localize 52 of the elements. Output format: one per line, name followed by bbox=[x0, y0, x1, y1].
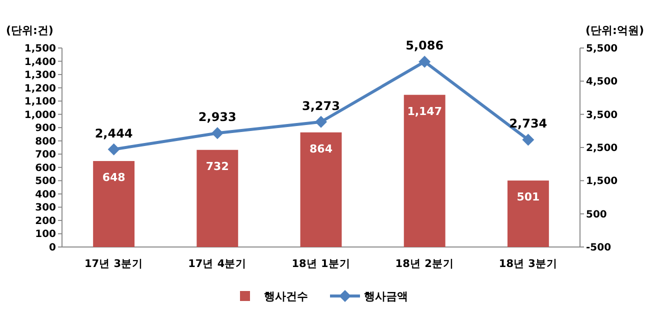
point bbox=[211, 127, 224, 140]
data-label: 2,734 bbox=[509, 116, 548, 131]
y-tick-label: 500 bbox=[35, 176, 56, 188]
data-label: 2,933 bbox=[198, 110, 236, 124]
y2-tick-label: 3,500 bbox=[586, 110, 618, 121]
bar bbox=[404, 94, 446, 247]
bar bbox=[93, 161, 135, 247]
point bbox=[522, 134, 534, 146]
x-tick-label: 17년 4분기 bbox=[188, 258, 247, 270]
y-tick-label: 100 bbox=[35, 229, 56, 240]
y2-tick-label: 4,500 bbox=[586, 76, 618, 88]
y2-tick-label: -500 bbox=[586, 242, 612, 254]
point bbox=[418, 56, 431, 68]
data-label: 5,086 bbox=[406, 38, 444, 53]
bar bbox=[300, 132, 342, 247]
data-label: 3,273 bbox=[302, 98, 340, 113]
y2-axis-title: (단위:억원) bbox=[586, 24, 644, 37]
point bbox=[108, 143, 120, 156]
y-tick-label: 1,000 bbox=[24, 110, 56, 121]
y2-tick-label: 1,500 bbox=[586, 176, 618, 188]
y-tick-label: 0 bbox=[49, 242, 56, 254]
bar bbox=[507, 180, 549, 247]
y-tick-label: 200 bbox=[35, 216, 56, 227]
data-label: 648 bbox=[102, 171, 126, 184]
y-tick-label: 400 bbox=[35, 189, 56, 200]
y-tick-label: 1,100 bbox=[24, 96, 56, 108]
y2-tick-label: 2,500 bbox=[586, 143, 618, 154]
data-label: 2,444 bbox=[94, 126, 133, 140]
legend-label: 행사건수 bbox=[264, 290, 308, 303]
data-label: 864 bbox=[310, 142, 333, 156]
data-label: 501 bbox=[516, 190, 540, 204]
y-tick-label: 900 bbox=[35, 123, 56, 134]
y-tick-label: 300 bbox=[35, 202, 56, 214]
point bbox=[315, 116, 327, 128]
x-tick-label: 18년 1분기 bbox=[292, 258, 350, 270]
y-tick-label: 1,400 bbox=[24, 56, 56, 68]
y-tick-label: 600 bbox=[35, 162, 56, 174]
y-tick-label: 1,300 bbox=[24, 70, 56, 82]
y-tick-label: 800 bbox=[35, 136, 56, 148]
y-tick-label: 1,500 bbox=[24, 44, 56, 54]
data-label: 732 bbox=[206, 160, 229, 173]
x-tick-label: 17년 3분기 bbox=[84, 258, 144, 270]
y-axis-title: (단위:건) bbox=[6, 24, 54, 37]
x-tick-label: 18년 3분기 bbox=[498, 258, 558, 270]
y-tick-label: 700 bbox=[35, 150, 56, 161]
y2-tick-label: 5,500 bbox=[586, 44, 618, 54]
x-tick-label: 18년 2분기 bbox=[395, 258, 454, 270]
legend-label: 행사금액 bbox=[364, 290, 408, 303]
data-label: 1,147 bbox=[407, 104, 442, 118]
y2-tick-label: 500 bbox=[586, 209, 607, 220]
y-tick-label: 1,200 bbox=[24, 83, 56, 94]
bar bbox=[196, 150, 238, 247]
